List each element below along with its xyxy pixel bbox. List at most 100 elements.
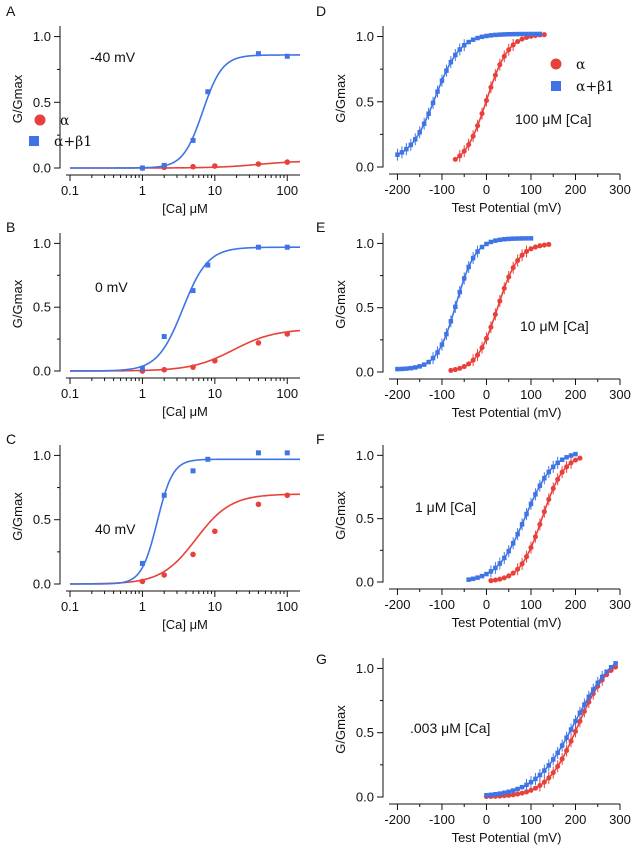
panel-e: E 0.0 0.5 1.0 -200 -100 0 100 200 300 Test Potenti…	[316, 219, 631, 420]
data-point	[435, 89, 440, 94]
data-point	[466, 361, 472, 367]
data-point	[457, 289, 463, 295]
panel-b: B 0.0 0.5 1.0 0.1 1 10 100 [Ca] μM G/Gmax 0 mV	[6, 219, 301, 419]
data-point	[457, 365, 463, 371]
data-point	[541, 242, 547, 248]
data-point	[161, 492, 167, 498]
data-point	[488, 84, 494, 90]
data-point	[501, 285, 507, 291]
x-axis-label: Test Potential (mV)	[452, 200, 562, 215]
data-point	[502, 32, 507, 37]
data-point	[568, 727, 574, 732]
data-point	[417, 130, 422, 135]
y-tick-label: 0.0	[33, 161, 51, 176]
data-point	[515, 236, 520, 241]
data-point	[475, 352, 481, 358]
data-point	[453, 52, 458, 58]
data-point	[190, 137, 196, 143]
x-tick-label: 0.1	[61, 599, 79, 614]
data-point	[612, 664, 619, 670]
data-point	[421, 362, 427, 367]
data-point	[284, 244, 290, 250]
data-point	[492, 311, 498, 317]
data-point	[537, 31, 543, 37]
y-tick-label: 1.0	[33, 29, 51, 44]
data-point	[519, 561, 525, 567]
data-point	[559, 756, 565, 762]
data-point	[255, 244, 261, 250]
data-point	[479, 34, 485, 40]
data-point	[533, 776, 538, 782]
y-tick-label: 0.5	[33, 512, 51, 527]
data-point	[497, 32, 503, 37]
data-point	[510, 570, 516, 576]
condition-label: -40 mV	[90, 49, 136, 65]
data-point	[515, 531, 520, 537]
data-point	[284, 331, 291, 337]
series-alpha	[448, 241, 552, 373]
data-point	[559, 469, 565, 475]
data-point	[519, 252, 525, 258]
data-point	[572, 728, 579, 734]
data-point	[541, 32, 547, 38]
data-point	[515, 566, 521, 572]
data-point	[461, 276, 467, 281]
data-point	[466, 264, 471, 270]
data-point	[404, 366, 409, 371]
y-tick-label: 1.0	[356, 448, 374, 463]
data-point	[528, 545, 534, 551]
data-point	[524, 31, 529, 37]
y-tick-label: 0.0	[33, 577, 51, 592]
data-point	[453, 304, 458, 310]
data-point	[577, 455, 583, 461]
data-point	[484, 792, 489, 798]
y-axis-label: G/Gmax	[333, 280, 348, 329]
data-point	[493, 32, 498, 38]
data-point	[524, 782, 529, 788]
data-point	[457, 47, 463, 52]
panel-label: C	[6, 431, 16, 447]
data-point	[568, 738, 574, 744]
data-point	[515, 257, 521, 264]
data-point	[435, 350, 440, 355]
data-point	[595, 680, 600, 686]
data-point	[555, 460, 560, 466]
data-point	[255, 501, 262, 508]
condition-label: 40 mV	[95, 521, 136, 537]
x-tick-label: -200	[384, 387, 410, 402]
data-point	[528, 501, 534, 507]
data-point	[470, 255, 476, 261]
data-point	[255, 161, 262, 167]
data-point	[613, 661, 618, 666]
x-tick-label: 100	[520, 812, 542, 827]
x-tick-label: 100	[520, 387, 542, 402]
legend: α α+β1	[550, 57, 614, 95]
y-axis-label: G/Gmax	[10, 279, 25, 328]
x-tick-label: 0	[483, 182, 490, 197]
data-point	[542, 768, 547, 773]
panel-label: D	[316, 3, 326, 19]
legend-marker-alpha	[34, 114, 46, 126]
data-point	[139, 560, 145, 566]
x-tick-label: -200	[384, 182, 410, 197]
data-point	[510, 540, 516, 546]
data-point	[479, 111, 485, 117]
data-point	[488, 578, 494, 584]
data-point	[448, 319, 454, 324]
data-point	[533, 31, 538, 37]
y-tick-label: 1.0	[33, 448, 51, 463]
x-tick-label: 1	[139, 599, 146, 614]
data-point	[497, 791, 503, 796]
data-point	[532, 244, 538, 250]
data-point	[479, 573, 485, 579]
series-alpha-beta1	[70, 450, 300, 585]
data-point	[408, 365, 414, 371]
data-point	[555, 750, 560, 756]
data-point	[212, 528, 218, 535]
data-point	[448, 59, 454, 65]
data-point	[452, 367, 458, 373]
x-tick-label: 0.1	[61, 183, 79, 198]
data-point	[546, 469, 552, 475]
y-tick-label: 0.5	[356, 725, 374, 740]
data-point	[212, 357, 218, 364]
